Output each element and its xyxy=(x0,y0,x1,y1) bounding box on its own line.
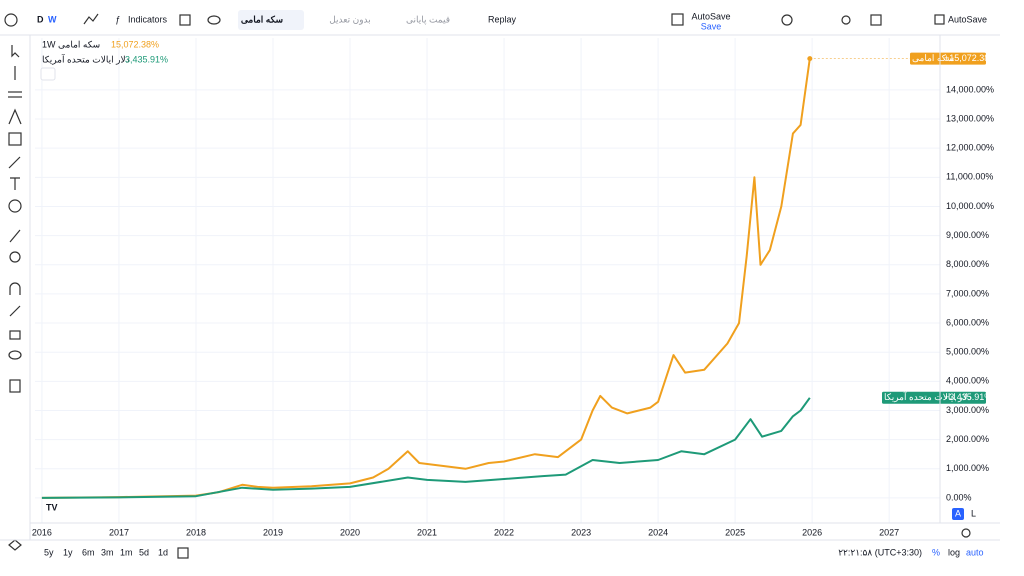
zoom-tool[interactable] xyxy=(9,251,21,263)
y-tick-label: 7,000.00% xyxy=(946,288,989,298)
x-tick-label: 2023 xyxy=(571,527,591,537)
goto-date-icon[interactable] xyxy=(177,547,189,559)
price-label-box xyxy=(882,391,986,404)
select-icon[interactable] xyxy=(671,13,684,26)
save-label[interactable]: Save xyxy=(701,21,722,31)
settings-icon[interactable] xyxy=(781,14,793,26)
lock-tool[interactable] xyxy=(9,330,21,340)
scale-a[interactable]: A xyxy=(955,508,961,518)
series-line xyxy=(41,58,811,499)
add-symbol-icon[interactable] xyxy=(4,13,18,27)
series-line xyxy=(41,397,811,499)
logo: TV xyxy=(46,502,58,512)
indicators-icon[interactable]: ƒ xyxy=(115,14,120,24)
x-tick-label: 2020 xyxy=(340,527,360,537)
axis-settings[interactable] xyxy=(961,528,971,538)
legend-name: سکه امامی xyxy=(58,39,100,49)
x-tick-label: 2022 xyxy=(494,527,514,537)
x-tick-label: 2016 xyxy=(32,527,52,537)
y-tick-label: 14,000.00% xyxy=(946,84,994,94)
log-toggle[interactable]: log xyxy=(948,547,960,557)
legend-name: دلار ایالات متحده آمریکا xyxy=(42,53,130,65)
y-tick-label: 12,000.00% xyxy=(946,143,994,153)
legend-value: 15,072.38% xyxy=(111,39,159,49)
price-type-menu[interactable]: قیمت پایانی xyxy=(406,14,450,25)
magnet-tool[interactable] xyxy=(9,282,21,295)
y-tick-label: 1,000.00% xyxy=(946,463,989,473)
x-tick-label: 2019 xyxy=(263,527,283,537)
lock-drawing-tool[interactable] xyxy=(9,305,21,317)
range-button[interactable]: 1m xyxy=(120,547,133,557)
y-tick-label: 11,000.00% xyxy=(946,172,993,182)
layout-icon[interactable] xyxy=(179,14,191,26)
autosave-toggle[interactable]: AutoSave xyxy=(948,14,987,24)
y-tick-label: 2,000.00% xyxy=(946,434,989,444)
x-tick-label: 2026 xyxy=(802,527,822,537)
emoji-tool[interactable] xyxy=(8,199,22,213)
visibility-icon[interactable] xyxy=(207,15,221,25)
price-label-value: +3,435.91% xyxy=(944,392,992,402)
price-label-name: سکه امامی xyxy=(912,53,954,63)
adjustment-menu[interactable]: بدون تعدیل xyxy=(329,14,371,25)
range-button[interactable]: 5d xyxy=(139,547,149,557)
legend-value: 3,435.91% xyxy=(125,54,168,64)
y-tick-label: 3,000.00% xyxy=(946,405,989,415)
percent-toggle[interactable]: % xyxy=(932,547,940,557)
indicators-button[interactable]: Indicators xyxy=(128,14,168,24)
ruler-tool[interactable] xyxy=(9,229,21,243)
hide-tool[interactable] xyxy=(8,350,22,360)
layers-tool[interactable] xyxy=(8,539,22,551)
y-tick-label: 10,000.00% xyxy=(946,201,994,211)
scale-a-box[interactable] xyxy=(952,508,964,520)
range-buttons: 5y 1y 6m 3m 1m 5d 1d xyxy=(44,547,168,557)
x-tick-label: 2021 xyxy=(417,527,437,537)
text-tool[interactable] xyxy=(10,177,20,190)
symbol-name[interactable]: سکه امامی xyxy=(241,14,283,24)
y-tick-label: 6,000.00% xyxy=(946,317,989,327)
y-tick-label: 13,000.00% xyxy=(946,113,994,123)
x-tick-label: 2025 xyxy=(725,527,745,537)
autosave-checkbox[interactable] xyxy=(934,14,945,25)
share-icon[interactable] xyxy=(841,15,851,25)
chart-type-icon[interactable] xyxy=(83,13,99,25)
cursor-tool[interactable] xyxy=(11,45,20,58)
range-button[interactable]: 3m xyxy=(101,547,114,557)
brush-tool[interactable] xyxy=(8,156,21,169)
delete-tool[interactable] xyxy=(9,379,21,393)
price-label-box xyxy=(910,52,986,65)
x-tick-label: 2018 xyxy=(186,527,206,537)
legend-interval: 1W xyxy=(42,39,56,49)
snapshot-icon[interactable] xyxy=(870,14,882,26)
y-tick-label: 9,000.00% xyxy=(946,230,989,240)
pattern-tool[interactable] xyxy=(8,108,22,125)
range-button[interactable]: 1y xyxy=(63,547,73,557)
scale-l[interactable]: L xyxy=(971,508,976,518)
plot: 2016 2017 2018 2019 2020 2021 2022 2023 2024 2025… xyxy=(32,38,997,537)
y-tick-label: 4,000.00% xyxy=(946,376,989,386)
auto-toggle[interactable]: auto xyxy=(966,547,984,557)
symbol-box[interactable] xyxy=(238,10,304,30)
fib-tool[interactable] xyxy=(8,132,22,146)
price-label-value: +15,072.38% xyxy=(944,53,997,63)
x-tick-label: 2024 xyxy=(648,527,668,537)
range-button[interactable]: 1d xyxy=(158,547,168,557)
autosave-label[interactable]: AutoSave xyxy=(691,11,730,21)
drawing-tools xyxy=(8,45,22,551)
clock: ۲۲:۲۱:۵۸ (UTC+3:30) xyxy=(838,547,922,557)
x-tick-label: 2017 xyxy=(109,527,129,537)
price-label-name: دلار ایالات متحده آمریکا xyxy=(884,391,972,403)
y-tick-label: 0.00% xyxy=(946,492,972,502)
interval-d[interactable]: D xyxy=(37,14,44,24)
replay-button[interactable]: Replay xyxy=(488,14,517,24)
y-tick-label: 8,000.00% xyxy=(946,259,989,269)
range-button[interactable]: 5y xyxy=(44,547,54,557)
interval-w[interactable]: W xyxy=(48,14,57,24)
range-button[interactable]: 6m xyxy=(82,547,95,557)
y-tick-label: 5,000.00% xyxy=(946,347,989,357)
x-tick-label: 2027 xyxy=(879,527,899,537)
collapse-legend[interactable] xyxy=(40,67,56,81)
